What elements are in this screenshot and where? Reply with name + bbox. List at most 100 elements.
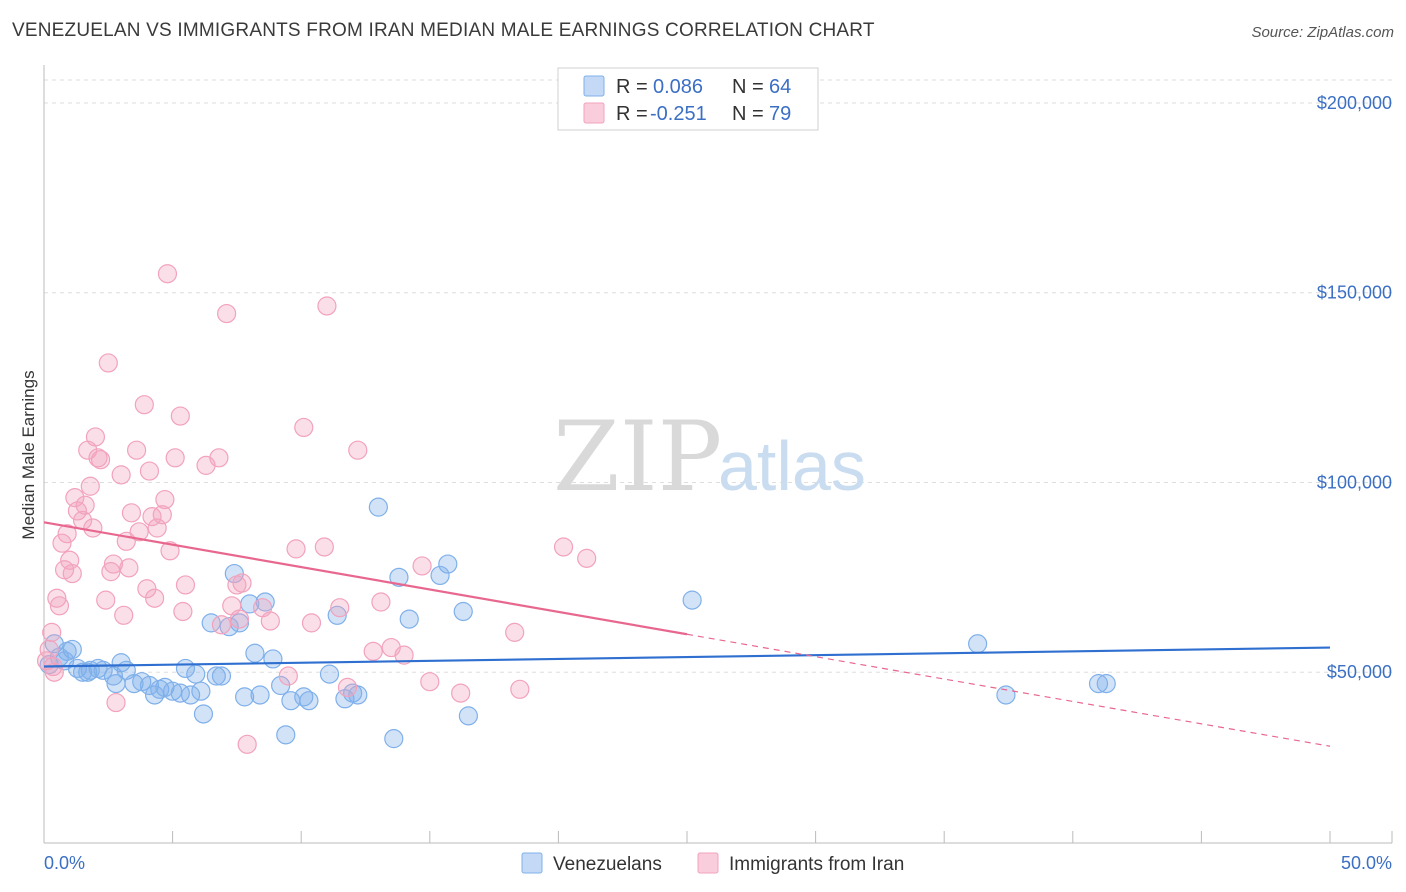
data-point [237, 734, 257, 754]
data-point [126, 440, 147, 460]
data-point [319, 664, 340, 684]
bottom-legend-swatch-iran [697, 852, 719, 874]
legend-n-label-2: N = [732, 103, 764, 125]
data-point [165, 448, 185, 468]
data-point [72, 662, 93, 682]
data-point [394, 645, 414, 665]
data-point [144, 685, 165, 705]
chart-title: VENEZUELAN VS IMMIGRANTS FROM IRAN MEDIA… [12, 20, 875, 41]
data-point [170, 406, 190, 426]
data-point [232, 573, 252, 593]
data-point [245, 643, 265, 663]
bottom-legend-label-iran: Immigrants from Iran [729, 854, 904, 875]
data-point [78, 662, 98, 682]
data-point [286, 539, 306, 559]
data-point [229, 609, 250, 629]
data-point [235, 687, 255, 707]
data-point [451, 683, 471, 703]
y-tick-labels: $50,000 $100,000 $150,000 $200,000 [1317, 93, 1392, 682]
data-point [124, 674, 144, 694]
data-point [175, 575, 196, 595]
data-point [57, 524, 77, 544]
data-point [80, 476, 100, 496]
x-tick-label-min: 0.0% [44, 853, 85, 873]
data-point [368, 497, 388, 517]
data-point [42, 622, 62, 642]
data-point [134, 395, 154, 415]
legend-r-value-2: -0.251 [650, 103, 707, 125]
axes [43, 65, 1393, 844]
data-point [83, 518, 103, 538]
legend-swatch-venezuelans [583, 75, 605, 97]
legend-n-value-1: 64 [769, 76, 791, 98]
data-point [968, 634, 988, 654]
data-point [47, 588, 67, 608]
data-point [458, 706, 478, 726]
data-point [181, 685, 201, 705]
y-tick-label: $150,000 [1317, 283, 1392, 303]
data-point [438, 554, 458, 574]
data-point [389, 567, 409, 587]
data-point [219, 617, 239, 637]
trend-line-extension-1 [686, 633, 1331, 747]
watermark-atlas: atlas [718, 427, 866, 505]
data-point [111, 465, 131, 485]
data-point [996, 685, 1016, 705]
y-tick-label: $200,000 [1317, 93, 1392, 113]
data-point [52, 533, 72, 553]
data-point [250, 685, 270, 705]
correlation-legend: R = 0.086 N = 64 R = -0.251 N = 79 [557, 67, 819, 131]
data-point [399, 609, 419, 629]
data-point [186, 664, 206, 684]
data-point [209, 448, 229, 468]
watermark-zip: ZIP [553, 401, 722, 513]
data-point [62, 639, 82, 660]
data-point [420, 672, 440, 692]
trend-line-0 [43, 646, 1331, 668]
data-point [101, 562, 121, 582]
legend-n-label-1: N = [732, 76, 764, 98]
data-point [1088, 674, 1109, 694]
data-point [682, 590, 702, 610]
data-point [206, 666, 226, 686]
data-point [106, 692, 126, 713]
data-point [263, 649, 283, 669]
data-point [191, 681, 211, 701]
data-point [193, 704, 214, 724]
legend-r-value-1: 0.086 [653, 76, 703, 98]
data-point [163, 681, 183, 701]
data-point [98, 353, 118, 373]
series-venezuelans [39, 497, 1116, 749]
legend-n-value-2: 79 [769, 103, 791, 125]
data-point [337, 677, 358, 698]
data-point [314, 537, 334, 557]
legend-r-label-2: R = [616, 103, 648, 125]
data-point [430, 565, 450, 586]
data-point [217, 303, 237, 324]
data-point [276, 725, 296, 745]
data-point [294, 687, 314, 707]
y-tick-label: $100,000 [1317, 472, 1392, 492]
data-point [96, 590, 116, 610]
data-point [260, 611, 280, 631]
source-label: Source: ZipAtlas.com [1251, 24, 1394, 41]
x-tick-label-max: 50.0% [1341, 853, 1392, 873]
data-point [412, 556, 432, 576]
data-point [62, 563, 82, 584]
data-point [1096, 674, 1116, 694]
bottom-legend-label-venezuelans: Venezuelans [553, 854, 662, 875]
data-point [152, 505, 172, 525]
data-point [510, 679, 530, 699]
series-legend: Venezuelans Immigrants from Iran [521, 852, 904, 875]
bottom-legend-swatch-venezuelans [521, 852, 543, 874]
watermark: ZIP atlas [553, 401, 866, 513]
data-point [371, 592, 391, 612]
data-point [327, 605, 347, 625]
data-point [155, 489, 175, 510]
data-point [119, 558, 139, 578]
data-point [301, 613, 322, 633]
y-axis-title: Median Male Earnings [19, 370, 38, 539]
data-point [330, 598, 350, 618]
data-point [363, 641, 383, 661]
y-tick-label: $50,000 [1327, 662, 1392, 682]
